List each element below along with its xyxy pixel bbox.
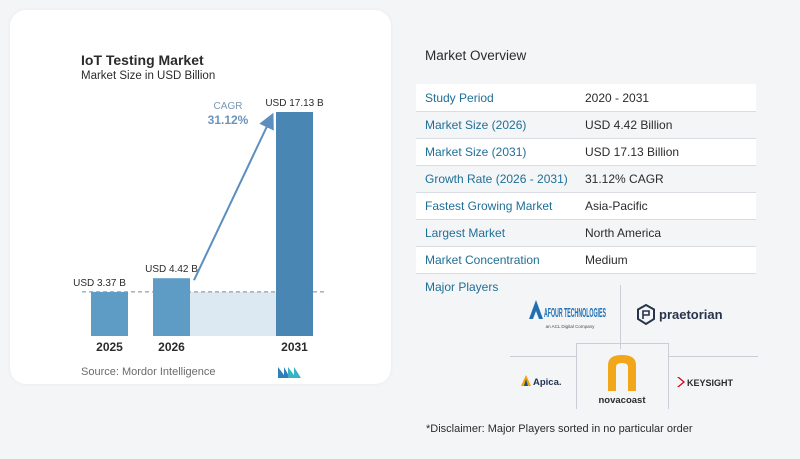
bar-2031 (276, 112, 313, 336)
x-tick-label-2025: 2025 (96, 340, 123, 354)
overview-row: Study Period 2020 - 2031 (416, 84, 756, 111)
x-tick-label-2026: 2026 (158, 340, 185, 354)
grid-divider (668, 343, 669, 409)
bar-chart: USD 3.37 B 2025 USD 4.42 B 2026 USD 17.13 B 2… (73, 98, 325, 354)
novacoast-wordmark: novacoast (599, 395, 647, 406)
overview-row: Growth Rate (2026 - 2031) 31.12% CAGR (416, 165, 756, 192)
overview-row: Largest Market North America (416, 219, 756, 246)
keysight-wordmark: KEYSIGHT (687, 378, 734, 388)
overview-row: Market Concentration Medium (416, 246, 756, 273)
chart-subtitle: Market Size in USD Billion (81, 70, 216, 82)
source-note: Source: Mordor Intelligence (81, 366, 216, 378)
growth-band (190, 291, 276, 336)
row-label: Market Size (2026) (425, 118, 527, 132)
row-value: USD 4.42 Billion (585, 118, 673, 132)
afour-wordmark: AFOUR TECHNOLOGIES (544, 305, 606, 320)
row-value: 2020 - 2031 (585, 90, 650, 105)
major-players-grid: AFOUR TECHNOLOGIES an ACL Digital Compan… (510, 283, 758, 409)
data-label-2025: USD 3.37 B (73, 278, 126, 289)
x-tick-label-2031: 2031 (281, 340, 308, 354)
praetorian-wordmark: praetorian (659, 307, 723, 322)
apica-logo: Apica. (521, 375, 562, 388)
row-value: North America (585, 226, 662, 240)
chart-title: IoT Testing Market (81, 52, 204, 68)
major-players-label: Major Players (425, 279, 499, 294)
row-label: Study Period (425, 90, 494, 105)
row-label: Fastest Growing Market (425, 199, 553, 213)
overview-row-players: Major Players (416, 273, 756, 299)
row-value: Asia-Pacific (585, 199, 648, 213)
overview-table: Study Period 2020 - 2031 Market Size (202… (416, 84, 756, 299)
cagr-arrow (193, 112, 274, 281)
afour-logo: AFOUR TECHNOLOGIES an ACL Digital Compan… (529, 300, 606, 329)
mordor-intelligence-logo (278, 367, 301, 378)
praetorian-logo: praetorian (637, 303, 723, 326)
overview-row: Market Size (2031) USD 17.13 Billion (416, 138, 756, 165)
row-value: Medium (585, 253, 628, 267)
grid-divider (510, 356, 576, 357)
bar-2025 (91, 291, 128, 336)
row-value: USD 17.13 Billion (585, 145, 680, 159)
row-label: Growth Rate (2026 - 2031) (425, 172, 568, 186)
cagr-label: CAGR (214, 101, 243, 112)
row-value: 31.12% CAGR (585, 172, 664, 186)
overview-row: Market Size (2026) USD 4.42 Billion (416, 111, 756, 138)
keysight-logo: KEYSIGHT (677, 377, 734, 388)
data-label-2031: USD 17.13 B (265, 98, 324, 109)
grid-divider (668, 356, 758, 357)
grid-divider (620, 285, 621, 349)
cagr-value: 31.12% (208, 113, 249, 127)
svg-text:an ACL Digital Company: an ACL Digital Company (546, 324, 596, 329)
data-label-2026: USD 4.42 B (145, 264, 198, 275)
overview-title: Market Overview (425, 48, 527, 63)
row-label: Market Concentration (425, 253, 540, 267)
apica-wordmark: Apica. (533, 377, 562, 388)
disclaimer: *Disclaimer: Major Players sorted in no … (426, 423, 693, 435)
bar-2026 (153, 278, 190, 336)
row-label: Largest Market (425, 226, 506, 240)
overview-row: Fastest Growing Market Asia-Pacific (416, 192, 756, 219)
grid-divider (576, 343, 668, 344)
grid-divider (576, 343, 577, 409)
row-label: Market Size (2031) (425, 145, 527, 159)
novacoast-logo: novacoast (599, 355, 647, 406)
